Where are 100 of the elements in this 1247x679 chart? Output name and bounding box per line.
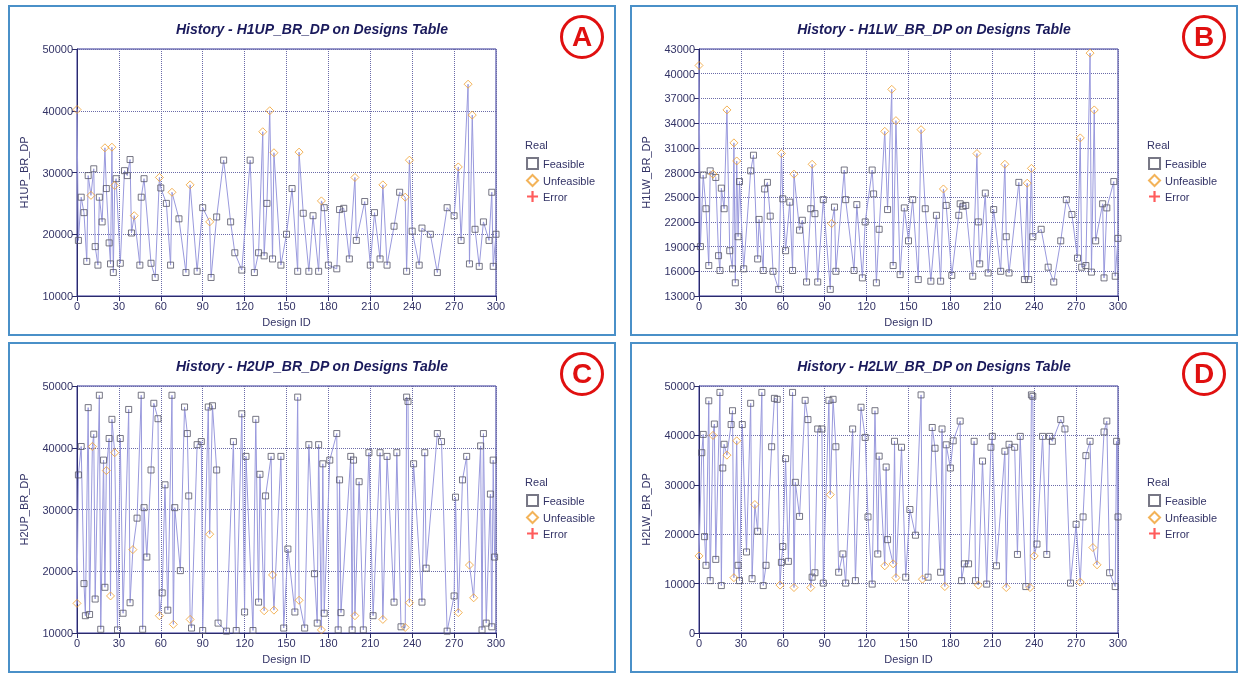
x-tick-label: 120 xyxy=(235,636,254,649)
x-tick-label: 150 xyxy=(277,299,296,312)
point xyxy=(167,187,177,197)
y-tick-label: 40000 xyxy=(42,104,73,117)
y-tick-label: 20000 xyxy=(42,228,73,241)
point xyxy=(807,159,817,169)
x-tick-label: 210 xyxy=(361,636,380,649)
y-axis-title: H2LW_BR_DP xyxy=(639,473,652,546)
point xyxy=(1075,577,1085,587)
x-tick-label: 270 xyxy=(1066,636,1086,649)
point xyxy=(789,169,799,179)
point xyxy=(827,219,837,229)
point xyxy=(128,545,138,555)
legend-label: Error xyxy=(1165,527,1190,540)
x-tick-label: 180 xyxy=(319,636,338,649)
point xyxy=(268,570,278,580)
y-tick-label: 40000 xyxy=(42,441,73,454)
x-tick-label: 90 xyxy=(196,636,209,649)
y-tick-label: 50000 xyxy=(42,380,73,392)
x-tick-label: 0 xyxy=(695,299,703,312)
point xyxy=(106,591,116,601)
x-tick-label: 180 xyxy=(941,636,960,649)
point xyxy=(269,605,279,615)
point xyxy=(469,593,479,603)
point xyxy=(732,436,742,446)
x-tick-label: 0 xyxy=(73,636,81,649)
point xyxy=(259,606,269,616)
legend-label: Error xyxy=(1165,190,1190,203)
x-tick-label: 60 xyxy=(154,636,167,649)
point xyxy=(316,196,326,206)
y-tick-label: 43000 xyxy=(664,43,695,55)
point xyxy=(972,149,982,159)
x-tick-label: 300 xyxy=(1108,636,1128,649)
circle-outline: D xyxy=(1182,352,1226,396)
y-tick-label: 37000 xyxy=(664,92,695,105)
legend-label: Feasible xyxy=(543,494,585,507)
y-axis-title: H1UP_BR_DP xyxy=(17,136,30,209)
point xyxy=(887,84,897,94)
point xyxy=(258,127,268,137)
y-tick-label: 28000 xyxy=(664,166,695,179)
point xyxy=(185,180,195,190)
point xyxy=(732,156,742,166)
x-tick-label: 240 xyxy=(403,299,422,312)
y-tick-label: 40000 xyxy=(664,429,695,442)
x-tick-label: 270 xyxy=(444,299,464,312)
x-tick-label: 30 xyxy=(734,636,748,649)
x-axis-title: Design ID xyxy=(262,652,311,665)
point xyxy=(205,217,215,227)
point xyxy=(154,611,164,621)
point xyxy=(694,60,704,70)
x-tick-label: 240 xyxy=(1025,636,1044,649)
point xyxy=(722,450,732,460)
point xyxy=(86,190,96,200)
point xyxy=(265,106,275,116)
point xyxy=(400,622,410,632)
y-tick-label: 10000 xyxy=(42,290,73,302)
point xyxy=(294,147,304,157)
point xyxy=(1025,583,1035,593)
y-tick-label: 50000 xyxy=(42,43,73,55)
point xyxy=(825,490,835,500)
point xyxy=(1000,159,1010,169)
point xyxy=(1089,105,1099,115)
point xyxy=(776,149,786,159)
point xyxy=(880,561,890,571)
y-tick-label: 30000 xyxy=(42,166,73,179)
y-tick-label: 50000 xyxy=(664,380,695,392)
y-tick-label: 30000 xyxy=(42,503,73,516)
x-tick-label: 60 xyxy=(776,299,789,312)
legend-label: Feasible xyxy=(543,157,585,170)
y-tick-label: 25000 xyxy=(664,191,695,204)
point xyxy=(404,155,414,165)
x-tick-label: 150 xyxy=(277,636,296,649)
point xyxy=(464,560,474,570)
x-tick-label: 120 xyxy=(235,299,254,312)
point xyxy=(378,180,388,190)
point xyxy=(205,529,215,539)
point xyxy=(1085,48,1095,58)
x-tick-label: 210 xyxy=(983,299,1002,312)
y-tick-label: 0 xyxy=(688,627,695,639)
point xyxy=(72,598,82,608)
y-axis-title: H1LW_BR_DP xyxy=(639,136,652,209)
point xyxy=(87,442,97,452)
point xyxy=(708,169,718,179)
point xyxy=(1075,133,1085,143)
x-tick-label: 240 xyxy=(403,636,422,649)
circle-outline: B xyxy=(1182,15,1226,59)
point xyxy=(269,148,279,158)
point xyxy=(404,598,414,608)
x-tick-label: 210 xyxy=(983,636,1002,649)
point xyxy=(463,79,473,89)
point xyxy=(1088,543,1098,553)
x-tick-label: 60 xyxy=(776,636,789,649)
chart-title: History - H2UP_BR_DP on Designs Table xyxy=(175,358,449,374)
point xyxy=(708,430,718,440)
x-tick-label: 180 xyxy=(319,299,338,312)
chart-title: History - H1LW_BR_DP on Designs Table xyxy=(797,21,1071,37)
point xyxy=(378,614,388,624)
point xyxy=(722,105,732,115)
point xyxy=(467,110,477,120)
point xyxy=(129,211,139,221)
